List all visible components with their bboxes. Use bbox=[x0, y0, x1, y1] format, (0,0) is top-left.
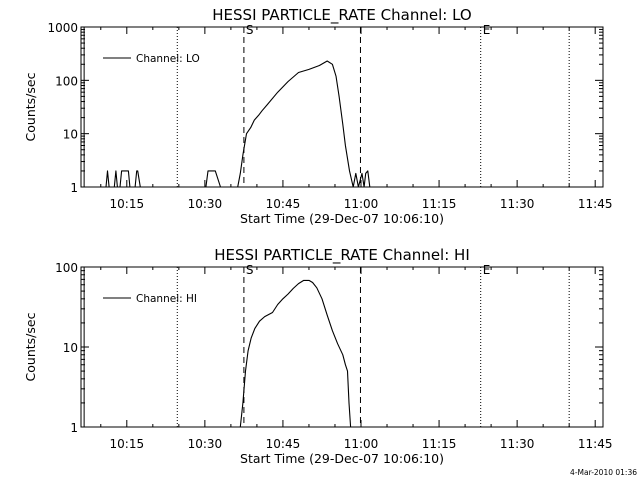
panel-1-y-tick-label: 1000 bbox=[47, 21, 78, 35]
panel-1-x-tick-label: 11:30 bbox=[500, 197, 535, 211]
panel-2-x-tick-label: 11:45 bbox=[578, 437, 613, 451]
panel-2-x-tick-label: 10:45 bbox=[266, 437, 301, 451]
panel-2-x-tick-label: 10:15 bbox=[110, 437, 145, 451]
panel-1-chart-title: HESSI PARTICLE_RATE Channel: LO bbox=[212, 6, 471, 25]
footer-timestamp: 4-Mar-2010 01:36 bbox=[570, 468, 637, 477]
panel-1-plot-frame bbox=[80, 26, 604, 188]
panel-2-x-tick-label: 11:30 bbox=[500, 437, 535, 451]
panel-2-series-line bbox=[239, 279, 352, 428]
panel-2-y-tick-label: 100 bbox=[55, 261, 78, 275]
panel-1-x-axis-label: Start Time (29-Dec-07 10:06:10) bbox=[240, 211, 444, 226]
panel-1-series-line bbox=[105, 60, 371, 188]
panel-2-x-tick-label: 11:15 bbox=[422, 437, 457, 451]
panel-1-y-tick-label: 1 bbox=[70, 181, 78, 195]
panel-1-x-tick-label: 11:00 bbox=[344, 197, 379, 211]
panel-2-x-axis-label: Start Time (29-Dec-07 10:06:10) bbox=[240, 451, 444, 466]
panel-1-x-tick-label: 10:30 bbox=[188, 197, 223, 211]
panel-1-y-axis-label: Counts/sec bbox=[23, 72, 38, 141]
panel-1-legend-label: Channel: LO bbox=[136, 53, 200, 65]
panel-2-y-axis-label: Counts/sec bbox=[23, 312, 38, 381]
panel-1-y-tick-label: 10 bbox=[63, 128, 78, 142]
panel-2-y-tick-label: 10 bbox=[63, 341, 78, 355]
panel-1-x-tick-label: 10:15 bbox=[110, 197, 145, 211]
panel-2-chart-title: HESSI PARTICLE_RATE Channel: HI bbox=[214, 246, 470, 265]
panel-2-x-tick-label: 10:30 bbox=[188, 437, 223, 451]
panel-1-x-tick-label: 11:15 bbox=[422, 197, 457, 211]
panel-1-marker-label-S: S bbox=[246, 23, 254, 37]
panel-2-marker-label-S: S bbox=[246, 263, 254, 277]
panel-2-y-tick-label: 1 bbox=[70, 421, 78, 435]
panel-2-plot-frame bbox=[80, 266, 604, 428]
panel-2-legend-label: Channel: HI bbox=[136, 293, 197, 305]
panel-1-marker-label-E: E bbox=[483, 23, 491, 37]
panel-1-y-tick-label: 100 bbox=[55, 74, 78, 88]
panel-2-marker-label-E: E bbox=[483, 263, 491, 277]
panel-1-x-tick-label: 10:45 bbox=[266, 197, 301, 211]
panel-2-x-tick-label: 11:00 bbox=[344, 437, 379, 451]
panel-1-x-tick-label: 11:45 bbox=[578, 197, 613, 211]
